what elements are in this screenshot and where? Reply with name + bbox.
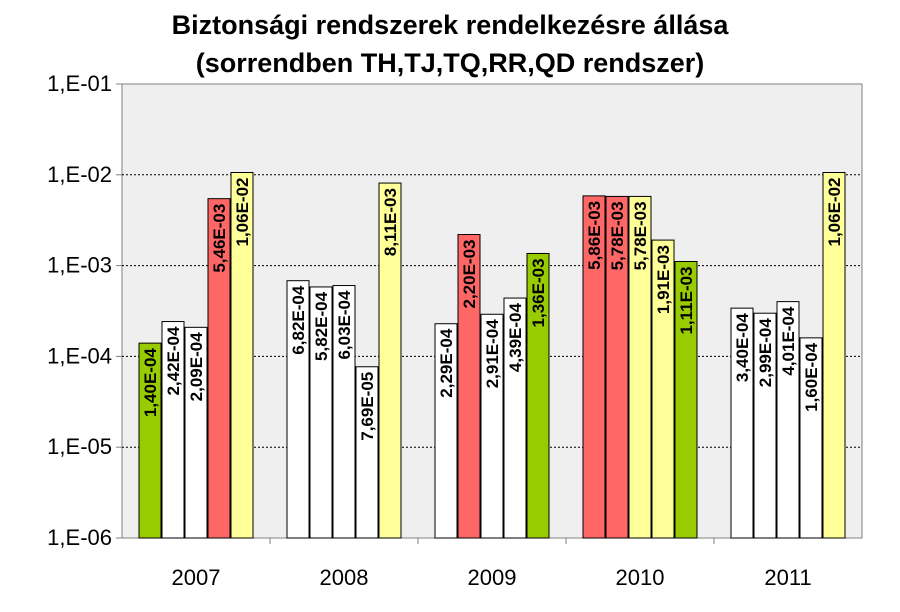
bar-value-label: 2,29E-04 bbox=[437, 328, 456, 398]
bar-value-label: 1,06E-02 bbox=[233, 178, 252, 247]
x-category-label: 2009 bbox=[468, 565, 517, 590]
bar-value-label: 2,99E-04 bbox=[756, 318, 775, 388]
bar bbox=[355, 366, 379, 539]
bar-value-label: 1,40E-04 bbox=[141, 348, 160, 418]
y-tick-label: 1,E-01 bbox=[47, 71, 112, 96]
bar bbox=[605, 195, 629, 539]
x-category-label: 2010 bbox=[616, 565, 665, 590]
bar-value-label: 5,78E-03 bbox=[608, 201, 627, 270]
bar-value-label: 2,91E-04 bbox=[483, 319, 502, 389]
bar bbox=[822, 172, 846, 539]
bar bbox=[378, 182, 402, 539]
bar-value-label: 8,11E-03 bbox=[381, 188, 400, 256]
bar bbox=[434, 323, 458, 539]
y-tick-label: 1,E-05 bbox=[47, 434, 112, 459]
bar-value-label: 2,09E-04 bbox=[187, 332, 206, 402]
bar bbox=[138, 342, 162, 539]
bar bbox=[651, 239, 675, 539]
bar bbox=[526, 252, 550, 539]
y-tick-label: 1,E-03 bbox=[47, 253, 112, 278]
bar-value-label: 3,40E-04 bbox=[733, 313, 752, 383]
bar-value-label: 2,20E-03 bbox=[460, 240, 479, 309]
bar bbox=[184, 326, 208, 539]
bar bbox=[674, 260, 698, 539]
bar-value-label: 5,82E-04 bbox=[312, 291, 331, 361]
bar-value-label: 6,03E-04 bbox=[335, 290, 354, 360]
bar bbox=[332, 285, 356, 539]
chart-title-line-2: (sorrendben TH,TJ,TQ,RR,QD rendszer) bbox=[195, 48, 705, 78]
bar-value-label: 5,46E-03 bbox=[210, 204, 229, 273]
bar bbox=[309, 286, 333, 539]
bar bbox=[230, 172, 254, 539]
bar-value-label: 1,11E-03 bbox=[677, 266, 696, 334]
bar bbox=[776, 301, 800, 539]
bar bbox=[457, 234, 481, 539]
bar bbox=[286, 280, 310, 539]
chart-title: Biztonsági rendszerek rendelkezésre állá… bbox=[0, 6, 900, 82]
x-category-label: 2007 bbox=[172, 565, 221, 590]
chart-title-line-1: Biztonsági rendszerek rendelkezésre állá… bbox=[171, 10, 729, 40]
bar bbox=[730, 307, 754, 539]
bar-value-label: 6,82E-04 bbox=[289, 285, 308, 355]
bar-value-label: 1,60E-04 bbox=[802, 342, 821, 412]
bar bbox=[628, 195, 652, 539]
bar bbox=[161, 321, 185, 539]
bar bbox=[799, 337, 823, 539]
y-tick-label: 1,E-06 bbox=[47, 525, 112, 550]
bar-value-label: 4,01E-04 bbox=[779, 306, 798, 376]
y-tick-label: 1,E-02 bbox=[47, 162, 112, 187]
bar-value-label: 4,39E-04 bbox=[506, 303, 525, 373]
bar-value-label: 1,06E-02 bbox=[825, 178, 844, 247]
bar bbox=[503, 297, 527, 539]
bars: 1,40E-04 2,42E-04 2,09E-045,46E-03 1,06E-02… bbox=[138, 172, 846, 539]
bar-value-label: 7,69E-05 bbox=[358, 372, 377, 441]
bar bbox=[753, 312, 777, 539]
bar bbox=[582, 195, 606, 539]
y-tick-label: 1,E-04 bbox=[47, 343, 112, 368]
bar bbox=[207, 198, 231, 539]
x-category-label: 2008 bbox=[320, 565, 369, 590]
x-category-label: 2011 bbox=[764, 565, 811, 590]
bar-value-label: 1,91E-03 bbox=[654, 245, 673, 314]
bar-value-label: 5,78E-03 bbox=[631, 201, 650, 270]
bar-value-label: 5,86E-03 bbox=[585, 201, 604, 270]
bar bbox=[480, 313, 504, 539]
bar-value-label: 1,36E-03 bbox=[529, 258, 548, 327]
axes: 1,E-01 1,E-02 1,E-03 1,E-04 1,E-05 1,E-06 2007… bbox=[47, 71, 811, 590]
bar-value-label: 2,42E-04 bbox=[164, 326, 183, 396]
